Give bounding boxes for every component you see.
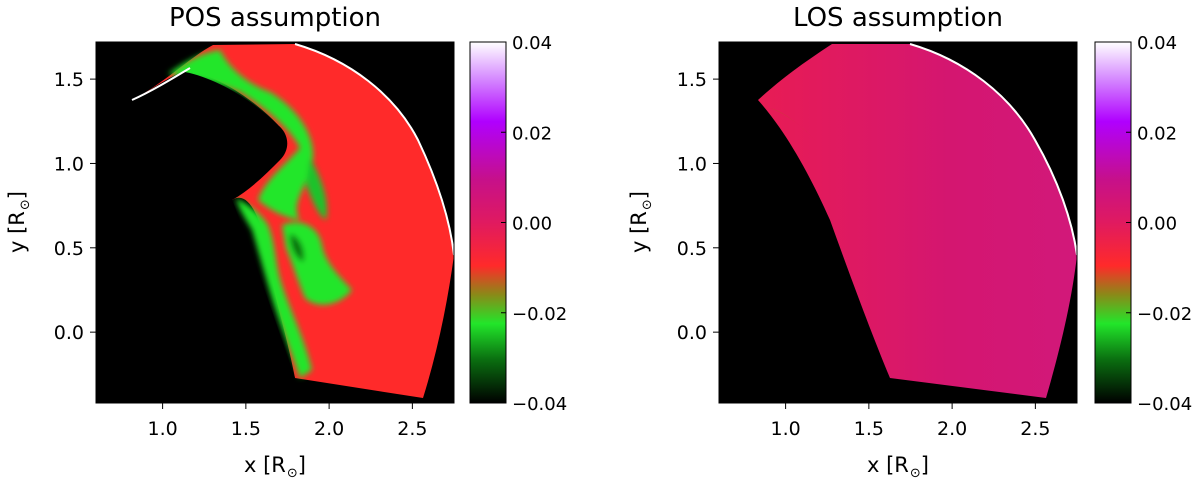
panel-a-y-tick-label: 1.5: [54, 69, 84, 91]
panel-a-colorbar-tick-label: 0.02: [512, 123, 552, 144]
panel-b-colorbar-tick-label: −0.02: [1137, 304, 1192, 325]
panel-a-region-red: [138, 44, 454, 398]
panel-b-title: LOS assumption: [793, 3, 1003, 33]
panel-a-y-axis: 0.0 0.5 1.0 1.5: [54, 69, 96, 344]
panel-b-colorbar-tick-label: 0.00: [1137, 214, 1177, 235]
panel-b-y-axis: 0.0 0.5 1.0 1.5: [677, 69, 719, 344]
panel-b-y-tick-label: 0.0: [677, 322, 707, 344]
panel-a-x-tick-label: 1.5: [231, 418, 261, 440]
panel-a-outer-edge: [294, 43, 455, 256]
panel-a: (a) POS assumption 1.0 1.5 2.0 2.5 0.0 0.5 1.…: [5, 3, 567, 481]
panel-b-outer-edge: [909, 43, 1078, 256]
panel-b-colorbar-ticks: 0.04 0.02 0.00 −0.02 −0.04: [1126, 33, 1192, 415]
panel-a-colorbar: [469, 41, 507, 404]
panel-a-y-tick-label: 0.5: [54, 238, 84, 260]
panel-a-colorbar-tick-label: 0.04: [512, 33, 552, 54]
panel-a-label: (a): [52, 35, 81, 59]
panel-b-x-tick-label: 2.5: [1020, 418, 1050, 440]
panel-b-region: [758, 44, 1077, 398]
panel-b-x-tick-label: 1.0: [770, 418, 800, 440]
panel-a-colorbar-tick-label: −0.04: [512, 394, 567, 415]
panel-b-y-tick-label: 0.5: [677, 238, 707, 260]
panel-a-x-axis: 1.0 1.5 2.0 2.5: [147, 403, 427, 440]
panel-b: (b) LOS assumption 1.0 1.5 2.0 2.5 0.0 0.5 1.…: [627, 3, 1192, 481]
panel-b-colorbar-tick-label: 0.04: [1137, 33, 1177, 54]
panel-a-green-structures: [168, 50, 352, 378]
panel-a-y-axis-label: y [R⊙]: [5, 191, 33, 253]
panel-b-y-axis-label: y [R⊙]: [627, 191, 655, 253]
panel-b-x-axis-label: x [R⊙]: [867, 453, 929, 481]
panel-a-y-tick-label: 0.0: [54, 322, 84, 344]
panel-b-x-axis: 1.0 1.5 2.0 2.5: [770, 403, 1050, 440]
panel-a-colorbar-ticks: 0.04 0.02 0.00 −0.02 −0.04: [501, 33, 567, 415]
panel-a-colorbar-tick-label: 0.00: [512, 214, 552, 235]
panel-a-occulted-region: [96, 72, 295, 403]
panel-a-title: POS assumption: [169, 3, 381, 33]
panel-a-x-tick-label: 2.5: [397, 418, 427, 440]
panel-b-x-tick-label: 2.0: [937, 418, 967, 440]
panel-a-x-tick-label: 2.0: [314, 418, 344, 440]
panel-b-label: (b): [675, 35, 705, 59]
panel-b-x-tick-label: 1.5: [854, 418, 884, 440]
panel-b-colorbar: [1094, 41, 1132, 404]
panel-a-y-tick-label: 1.0: [54, 153, 84, 175]
panel-b-y-tick-label: 1.0: [677, 153, 707, 175]
panel-b-y-tick-label: 1.5: [677, 69, 707, 91]
panel-b-colorbar-tick-label: −0.04: [1137, 394, 1192, 415]
panel-a-x-axis-label: x [R⊙]: [244, 453, 306, 481]
panel-b-colorbar-tick-label: 0.02: [1137, 123, 1177, 144]
panel-a-colorbar-tick-label: −0.02: [512, 304, 567, 325]
panel-a-x-tick-label: 1.0: [147, 418, 177, 440]
